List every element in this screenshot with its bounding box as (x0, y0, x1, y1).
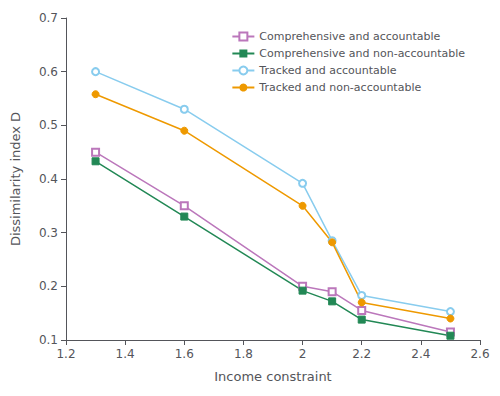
svg-text:0.3: 0.3 (39, 226, 58, 240)
svg-text:Tracked and non-accountable: Tracked and non-accountable (258, 81, 421, 94)
svg-text:Comprehensive and non-accounta: Comprehensive and non-accountable (259, 47, 465, 60)
svg-text:1.2: 1.2 (56, 347, 75, 361)
svg-text:Dissimilarity index D: Dissimilarity index D (8, 112, 23, 246)
svg-text:2.6: 2.6 (470, 347, 489, 361)
svg-text:1.8: 1.8 (234, 347, 253, 361)
svg-text:2: 2 (299, 347, 307, 361)
svg-text:Tracked and accountable: Tracked and accountable (258, 64, 396, 77)
svg-text:Comprehensive and accountable: Comprehensive and accountable (259, 30, 440, 43)
svg-text:0.4: 0.4 (39, 172, 58, 186)
svg-text:0.2: 0.2 (39, 279, 58, 293)
svg-text:0.6: 0.6 (39, 65, 58, 79)
svg-text:2.2: 2.2 (352, 347, 371, 361)
svg-text:1.6: 1.6 (175, 347, 194, 361)
svg-text:2.4: 2.4 (411, 347, 430, 361)
svg-text:0.5: 0.5 (39, 118, 58, 132)
svg-text:0.1: 0.1 (39, 333, 58, 347)
svg-text:0.7: 0.7 (39, 11, 58, 25)
svg-text:Income constraint: Income constraint (214, 369, 331, 384)
svg-text:1.4: 1.4 (116, 347, 135, 361)
